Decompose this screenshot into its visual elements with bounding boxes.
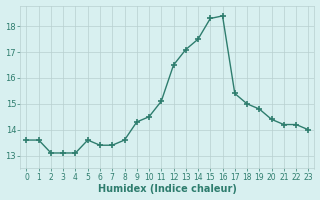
X-axis label: Humidex (Indice chaleur): Humidex (Indice chaleur) bbox=[98, 184, 237, 194]
